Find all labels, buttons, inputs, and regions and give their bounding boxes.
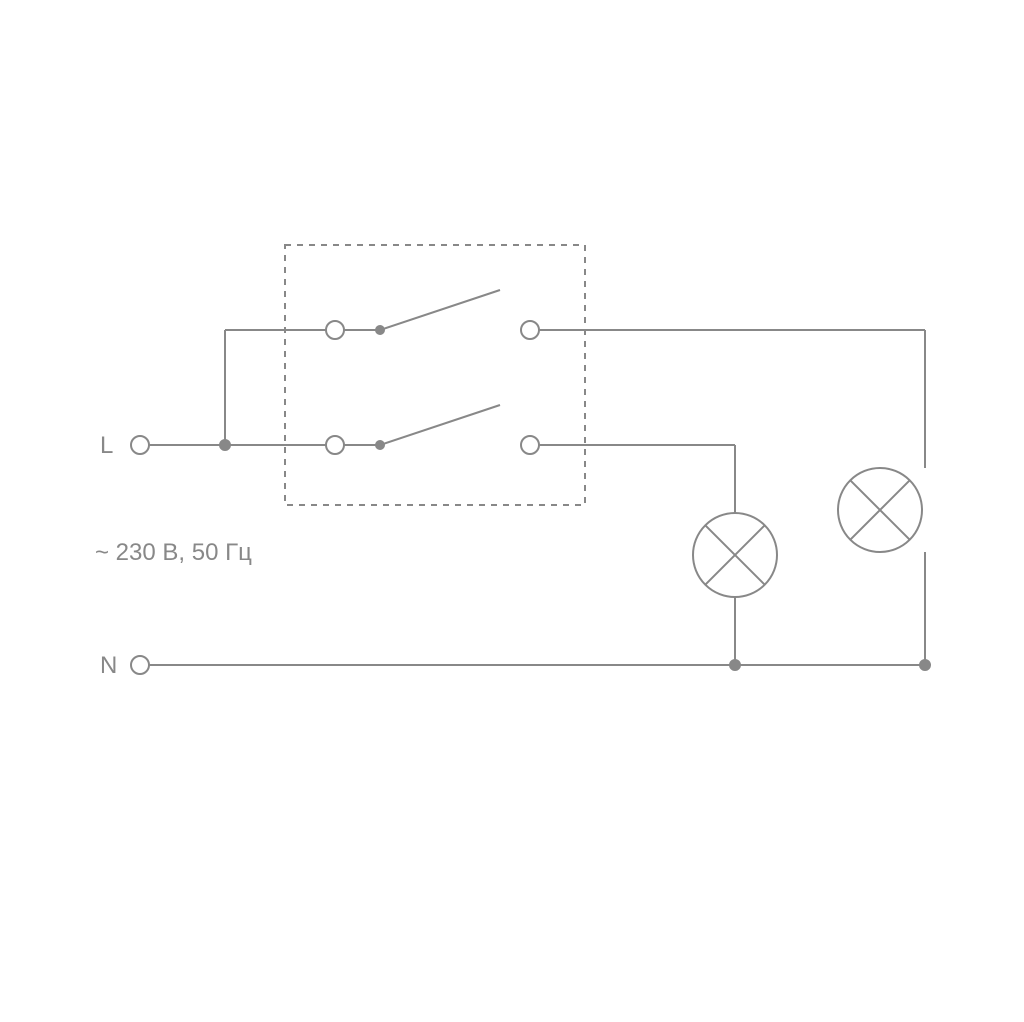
circuit-diagram: L N ~ 230 В, 50 Гц [95,245,930,679]
label-N: N [100,652,117,679]
label-L: L [100,432,113,459]
label-power: ~ 230 В, 50 Гц [95,539,252,566]
